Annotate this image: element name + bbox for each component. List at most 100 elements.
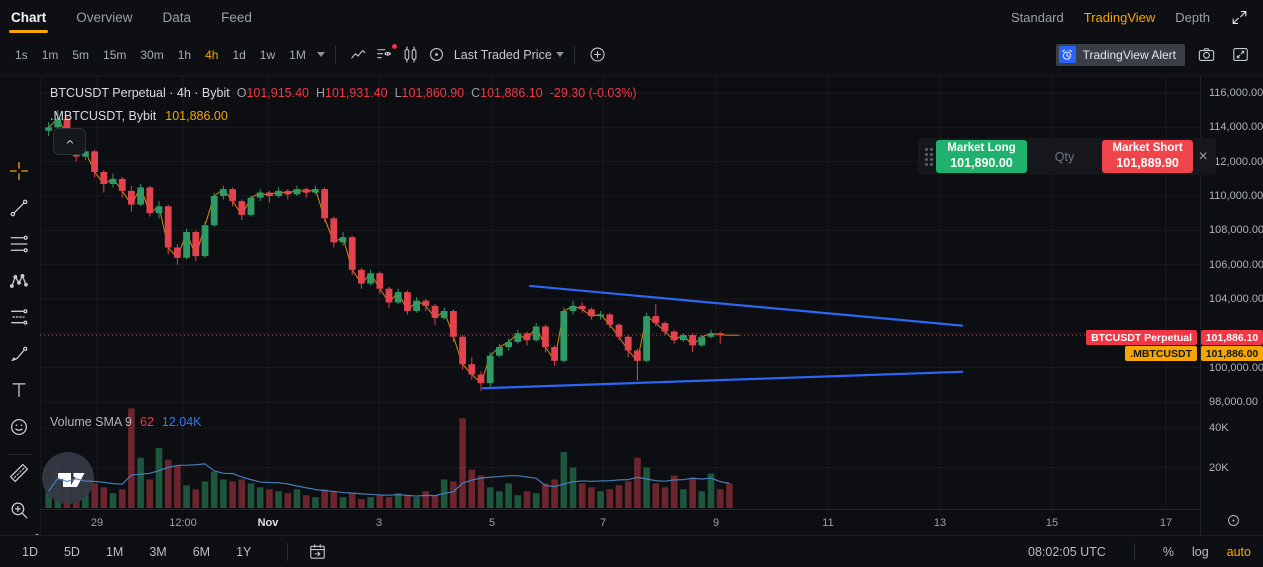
- ohlc-o: O101,915.40: [236, 86, 309, 100]
- nav-tab-chart[interactable]: Chart: [9, 2, 49, 33]
- overlay-legend[interactable]: .MBTCUSDT, Bybit 101,886.00: [50, 109, 228, 123]
- price-source-select[interactable]: Last Traded Price: [454, 48, 564, 62]
- log-scale-button[interactable]: log: [1191, 544, 1209, 559]
- range-1m[interactable]: 1M: [105, 544, 124, 559]
- last-price-axis-tag: 101,886.10: [1201, 330, 1263, 345]
- price-tick: 100,000.00: [1209, 361, 1263, 374]
- fib-retracement-icon[interactable]: [8, 233, 32, 257]
- time-tick-29: 29: [90, 517, 104, 529]
- nav-tab-data[interactable]: Data: [162, 9, 192, 25]
- ohlc-c: C101,886.10: [471, 86, 543, 100]
- candlestick-layer: [45, 110, 733, 391]
- brush-icon[interactable]: [8, 343, 32, 367]
- add-icon[interactable]: [585, 42, 611, 68]
- timeframe-5m[interactable]: 5m: [72, 47, 90, 62]
- chart-area: 29 12:00 Nov 3 5 7 9 11 13 15 17: [40, 76, 1200, 535]
- timeframe-30m[interactable]: 30m: [140, 47, 164, 62]
- chart-toolbar: 1s 1m 5m 15m 30m 1h 4h 1d 1w 1M Last Traded Price…: [0, 34, 1263, 76]
- timeframe-1h[interactable]: 1h: [177, 47, 192, 62]
- timeframe-1w[interactable]: 1w: [259, 47, 276, 62]
- time-axis[interactable]: 29 12:00 Nov 3 5 7 9 11 13 15 17: [40, 510, 1200, 535]
- rail-divider: [7, 454, 33, 455]
- timeframe-1d[interactable]: 1d: [232, 47, 246, 62]
- mode-tab-tradingview[interactable]: TradingView: [1083, 9, 1156, 25]
- drag-handle-icon[interactable]: [922, 146, 936, 168]
- time-tick-15: 15: [1045, 517, 1059, 529]
- nav-right: Standard TradingView Depth: [1011, 8, 1263, 27]
- long-position-icon[interactable]: [8, 306, 32, 330]
- chevron-up-icon: [66, 139, 73, 144]
- timeframe-dropdown-caret[interactable]: [316, 52, 325, 57]
- time-tick-3: 3: [375, 517, 383, 529]
- volume-legend[interactable]: Volume SMA 9 62 12.04K: [50, 415, 202, 429]
- percent-scale-button[interactable]: %: [1162, 544, 1174, 559]
- emoji-icon[interactable]: [8, 416, 32, 440]
- nav-tabs: Chart Overview Data Feed: [0, 2, 254, 33]
- price-source-icon[interactable]: [424, 42, 450, 68]
- price-tick: 112,000.00: [1209, 155, 1263, 168]
- qty-input[interactable]: Qty: [1054, 149, 1075, 164]
- fullscreen-icon[interactable]: [1230, 8, 1249, 27]
- long-label: Market Long: [947, 142, 1016, 155]
- alarm-icon: [1058, 46, 1076, 63]
- xabcd-pattern-icon[interactable]: [8, 270, 32, 294]
- crosshair-icon[interactable]: [8, 160, 32, 184]
- alert-button-label: TradingView Alert: [1082, 47, 1176, 62]
- range-1y[interactable]: 1Y: [236, 544, 252, 559]
- indicators-icon[interactable]: [372, 42, 398, 68]
- legend-collapse-button[interactable]: [53, 128, 86, 155]
- range-6m[interactable]: 6M: [192, 544, 211, 559]
- timeframe-1m[interactable]: 1m: [41, 47, 59, 62]
- timeframe-1s[interactable]: 1s: [15, 47, 28, 62]
- nav-tab-feed[interactable]: Feed: [221, 9, 252, 25]
- symbol-title: BTCUSDT Perpetual · 4h · Bybit: [50, 86, 230, 100]
- auto-scale-button[interactable]: auto: [1226, 544, 1251, 559]
- trendline-1: [528, 284, 964, 327]
- time-tick-nov: Nov: [257, 517, 279, 529]
- chart-mode-tabs: Standard TradingView Depth: [1011, 10, 1210, 25]
- time-tick-9: 9: [712, 517, 720, 529]
- long-price: 101,890.00: [950, 155, 1013, 170]
- ruler-icon[interactable]: [8, 462, 32, 486]
- go-to-date-icon[interactable]: [304, 539, 330, 565]
- compare-icon[interactable]: [398, 42, 424, 68]
- nav-tab-overview[interactable]: Overview: [76, 9, 133, 25]
- price-tick: 104,000.00: [1209, 293, 1263, 305]
- market-long-button[interactable]: Market Long 101,890.00: [935, 140, 1028, 173]
- price-source-label: Last Traded Price: [453, 47, 552, 62]
- timeframe-1M[interactable]: 1M: [289, 47, 306, 62]
- volume-tick: 20K: [1209, 461, 1229, 474]
- timeframe-4h[interactable]: 4h: [205, 47, 219, 62]
- close-panel-icon[interactable]: ×: [1198, 147, 1208, 165]
- chart-canvas[interactable]: [40, 76, 1200, 535]
- axis-settings-icon[interactable]: [1224, 511, 1242, 529]
- clock[interactable]: 08:02:05 UTC: [1028, 544, 1106, 559]
- mode-tab-standard[interactable]: Standard: [1010, 9, 1064, 25]
- range-5d[interactable]: 5D: [63, 544, 80, 559]
- zoom-in-icon[interactable]: [8, 499, 32, 523]
- text-tool-icon[interactable]: [8, 379, 32, 403]
- chart-style-icon[interactable]: [346, 42, 372, 68]
- bottom-bar: 1D 5D 1M 3M 6M 1Y 08:02:05 UTC % log auto: [0, 535, 1263, 567]
- market-short-button[interactable]: Market Short 101,889.90: [1101, 140, 1194, 173]
- trend-line-icon[interactable]: [8, 197, 32, 221]
- camera-icon[interactable]: [1193, 42, 1219, 68]
- range-1d[interactable]: 1D: [22, 544, 38, 559]
- price-tick: 110,000.00: [1209, 190, 1263, 202]
- volume-value: 62: [140, 415, 154, 429]
- order-panel: Market Long 101,890.00 Qty Market Short …: [918, 138, 1216, 175]
- time-tick-11: 11: [822, 517, 834, 529]
- timeframe-15m[interactable]: 15m: [103, 47, 127, 62]
- price-tick: 108,000.00: [1209, 224, 1263, 237]
- ohlc-l: L101,860.90: [394, 86, 465, 100]
- price-axis[interactable]: 116,000.00 114,000.00 112,000.00 110,000.00…: [1200, 76, 1263, 535]
- expand-panel-icon[interactable]: [1227, 42, 1253, 68]
- tradingview-alert-button[interactable]: TradingView Alert: [1055, 43, 1185, 66]
- symbol-price-tag: BTCUSDT Perpetual: [1086, 330, 1197, 345]
- overlay-price-line: [48, 117, 740, 385]
- mode-tab-depth[interactable]: Depth: [1175, 9, 1210, 25]
- symbol-legend[interactable]: BTCUSDT Perpetual · 4h · Bybit O101,915.…: [50, 86, 637, 100]
- range-3m[interactable]: 3M: [149, 544, 167, 559]
- time-tick-13: 13: [933, 517, 947, 529]
